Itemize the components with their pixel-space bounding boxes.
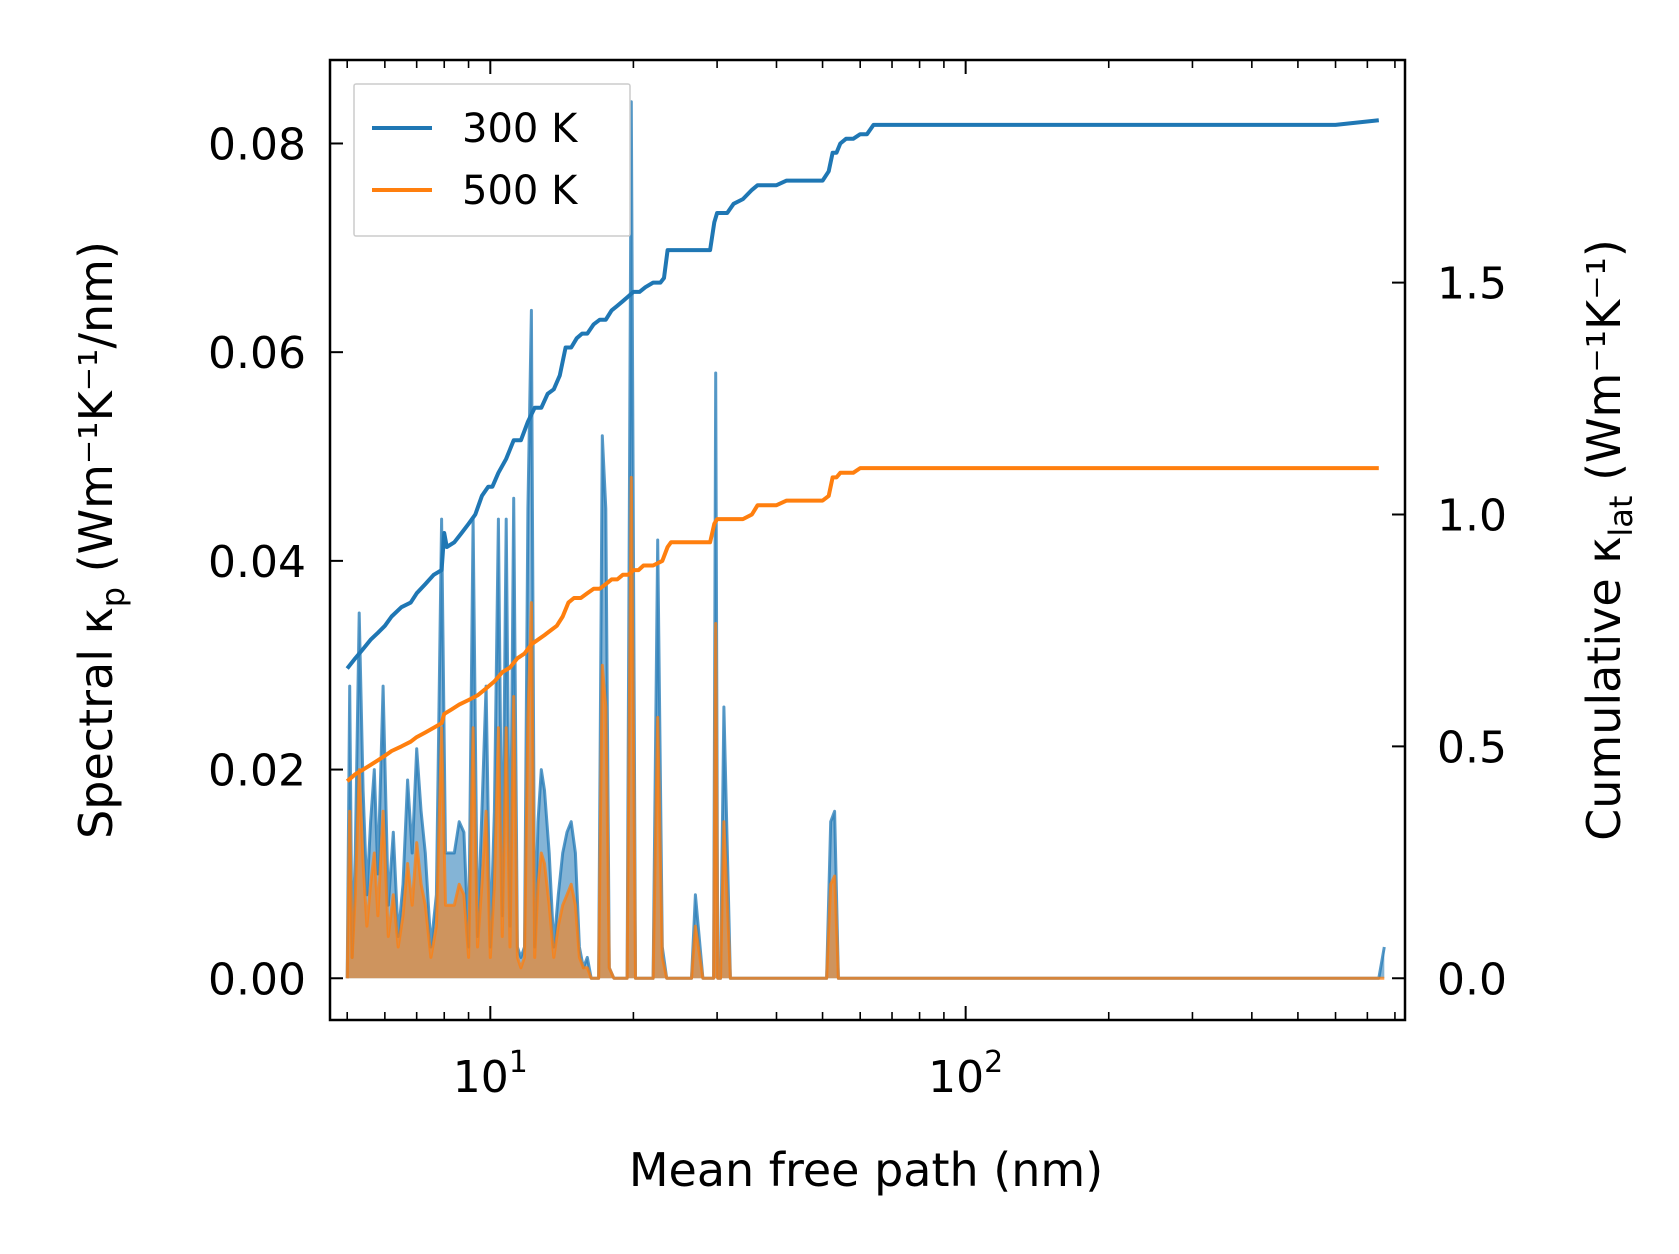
y-tick-label: 0.06: [208, 328, 306, 379]
y2-tick-label: 1.5: [1437, 259, 1507, 310]
x-axis-title: Mean free path (nm): [629, 1143, 1103, 1197]
y2-tick-label: 0.0: [1437, 954, 1507, 1005]
x-tick-exponent: 2: [984, 1045, 1003, 1080]
y-axis-title: Spectral κp (Wm⁻¹K⁻¹/nm): [69, 241, 132, 839]
y2-axis-title: Cumulative κlat (Wm⁻¹K⁻¹): [1577, 239, 1640, 841]
y2-tick-label: 0.5: [1437, 722, 1507, 773]
x-tick-base: 10: [453, 1052, 509, 1103]
legend-label-500k: 500 K: [462, 168, 579, 214]
y-tick-label: 0.04: [208, 537, 306, 588]
cumulative-line-300k: [345, 118, 1380, 670]
legend-label-300k: 300 K: [462, 106, 579, 152]
y-axis-title-prefix: Spectral κ: [69, 607, 123, 839]
y-tick-label: 0.00: [208, 954, 306, 1005]
x-tick-exponent: 1: [509, 1045, 528, 1080]
y-axis-title-units: (Wm⁻¹K⁻¹/nm): [69, 241, 123, 587]
y2-axis-title-units: (Wm⁻¹K⁻¹): [1577, 239, 1631, 495]
x-tick-base: 10: [928, 1052, 984, 1103]
x-tick-label: 102: [928, 1045, 1003, 1103]
y-axis-title-subscript: p: [94, 587, 132, 607]
plot-frame: [328, 58, 1407, 1022]
y2-axis-title-subscript: lat: [1602, 496, 1640, 537]
spectral-line-500k: [345, 475, 1385, 980]
plot-series-layer: [345, 100, 1386, 980]
legend: 300 K 500 K: [353, 83, 631, 237]
y2-tick-label: 1.0: [1437, 490, 1507, 541]
y-tick-label: 0.08: [208, 119, 306, 170]
x-tick-label: 101: [453, 1045, 528, 1103]
y2-axis-title-prefix: Cumulative κ: [1577, 537, 1631, 841]
legend-box: [353, 83, 631, 237]
y-tick-label: 0.02: [208, 746, 306, 797]
cumulative-line-500k: [345, 466, 1379, 783]
